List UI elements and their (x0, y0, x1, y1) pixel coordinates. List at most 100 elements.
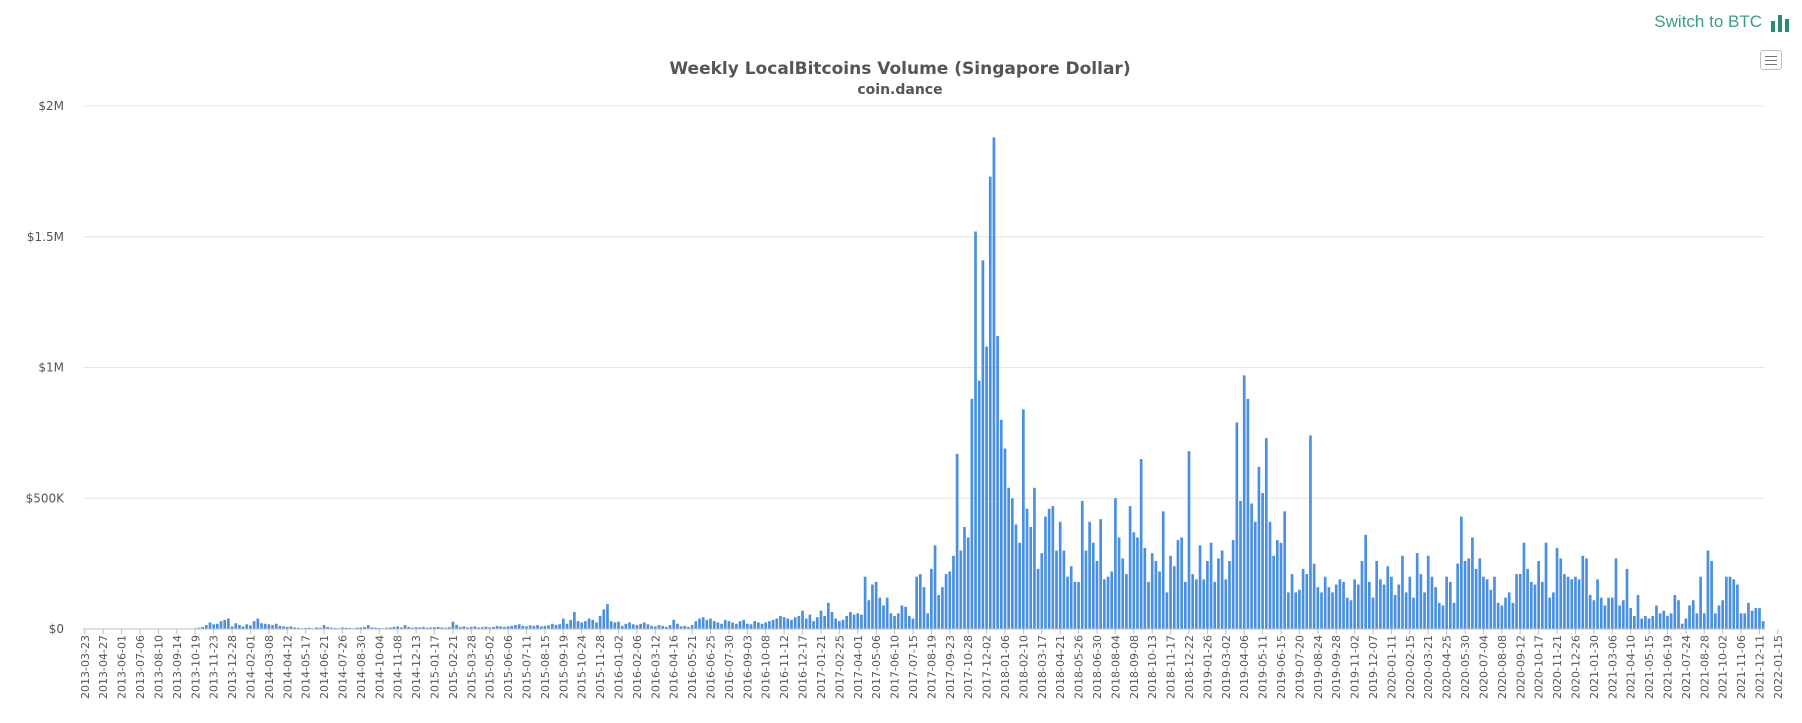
x-tick-label: 2013-06-01 (116, 635, 129, 699)
bar (212, 624, 215, 629)
bar (565, 623, 569, 629)
bar (896, 613, 900, 629)
bar (414, 627, 418, 629)
bar (1423, 592, 1426, 629)
bar (1382, 584, 1386, 629)
bar (429, 627, 433, 629)
bar (1202, 579, 1206, 629)
bar (1195, 579, 1198, 629)
bar (451, 621, 455, 629)
bar (330, 627, 333, 629)
bar (1360, 561, 1364, 629)
bar (731, 622, 734, 629)
bar (1213, 581, 1217, 629)
bar (723, 619, 727, 629)
bar (790, 619, 793, 629)
bar (1713, 613, 1717, 629)
hamburger-menu-icon[interactable] (1760, 50, 1782, 70)
bar (1680, 623, 1684, 629)
bar (1345, 597, 1349, 629)
switch-to-btc-link[interactable]: Switch to BTC (1654, 12, 1790, 32)
bar (1342, 581, 1345, 629)
bar (499, 626, 503, 629)
x-tick-label: 2017-06-10 (889, 635, 902, 699)
x-tick-label: 2016-04-16 (668, 635, 681, 699)
bar (1364, 534, 1367, 629)
y-axis-labels: $0 $500K $1M $1.5M $2M (26, 99, 66, 636)
x-tick-label: 2017-04-01 (852, 635, 865, 699)
bar (779, 615, 782, 629)
bar (1062, 550, 1066, 629)
bar (561, 618, 565, 629)
bar (241, 626, 245, 629)
bar (1069, 566, 1073, 629)
bar (926, 613, 930, 629)
bar (1309, 435, 1312, 629)
bar (1290, 574, 1294, 629)
bar (466, 627, 469, 629)
x-tick-label: 2019-01-26 (1201, 635, 1214, 699)
bar (1253, 521, 1257, 629)
bar (227, 618, 230, 629)
bar (440, 627, 444, 629)
x-tick-label: 2018-01-06 (999, 635, 1012, 699)
x-tick-label: 2020-09-12 (1514, 635, 1527, 699)
x-tick-label: 2022-01-15 (1772, 635, 1785, 699)
y-tick-label: $0 (49, 622, 64, 636)
bar (1312, 563, 1316, 630)
bar (1051, 506, 1055, 629)
bar (348, 627, 352, 629)
bar (665, 626, 668, 629)
bar (1456, 563, 1460, 630)
bar (1504, 597, 1507, 629)
bar (609, 621, 613, 629)
bar (952, 555, 955, 629)
bar (631, 624, 635, 629)
bar (319, 627, 322, 629)
bar (1029, 527, 1033, 629)
bar (1596, 579, 1599, 629)
bar (550, 623, 554, 629)
bar (1511, 602, 1515, 629)
bar (400, 627, 403, 629)
x-tick-label: 2019-08-24 (1312, 635, 1325, 699)
bar (1294, 592, 1298, 629)
bar (1662, 610, 1666, 629)
bar (874, 581, 878, 629)
bar (285, 626, 289, 629)
bar (1025, 508, 1029, 629)
bar (1191, 574, 1195, 629)
x-tick-label: 2020-01-11 (1385, 635, 1398, 699)
bar (992, 137, 996, 629)
bar (1736, 584, 1739, 629)
x-tick-label: 2016-02-06 (631, 635, 644, 699)
bar (911, 618, 915, 629)
bar (642, 622, 646, 629)
bar (801, 610, 804, 629)
x-tick-label: 2014-05-17 (300, 635, 313, 699)
bar (543, 625, 547, 629)
bar (1334, 584, 1338, 629)
bar (263, 623, 267, 629)
bar (1386, 566, 1390, 629)
bar (267, 624, 271, 629)
y-tick-label: $2M (38, 99, 64, 113)
x-tick-label: 2017-07-15 (907, 635, 920, 699)
x-tick-label: 2020-11-21 (1551, 635, 1564, 699)
bar (1636, 595, 1640, 629)
bar (1268, 521, 1272, 629)
bar (436, 626, 440, 629)
bar (1750, 610, 1754, 629)
bar (219, 621, 223, 629)
bar (826, 602, 830, 629)
bar (308, 627, 311, 629)
bar (1095, 561, 1099, 629)
bar (1103, 579, 1106, 629)
x-tick-label: 2018-04-21 (1054, 635, 1067, 699)
bar (602, 609, 606, 629)
bar (282, 626, 285, 629)
x-tick-label: 2019-11-02 (1349, 635, 1362, 699)
bar (793, 617, 797, 629)
x-tick-label: 2013-12-28 (226, 635, 239, 699)
bar (584, 621, 587, 629)
